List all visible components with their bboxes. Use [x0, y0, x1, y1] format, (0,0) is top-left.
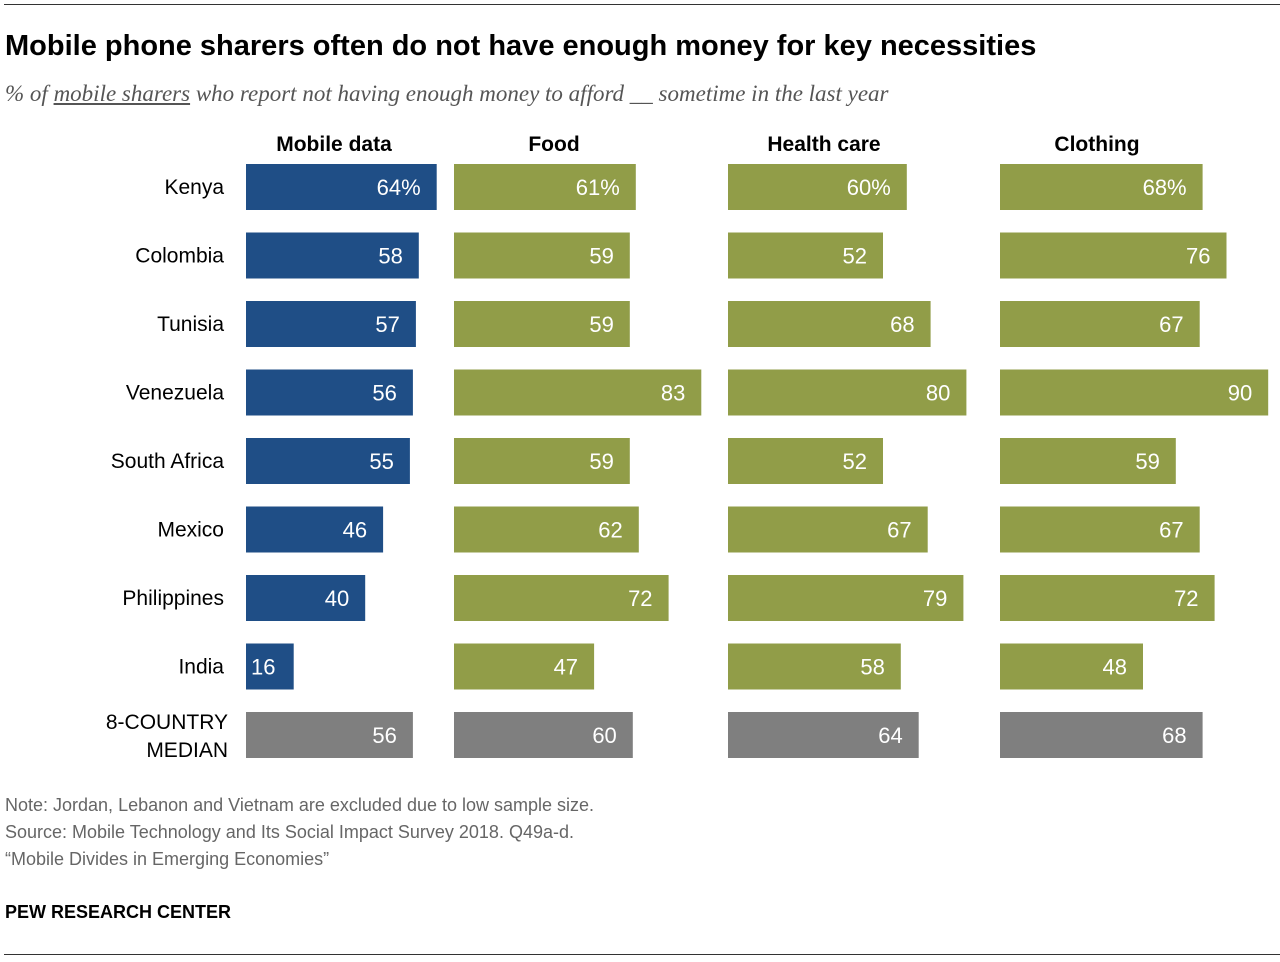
data-label: 52 [842, 449, 866, 474]
data-label: 68% [1143, 175, 1187, 200]
bar [728, 575, 964, 621]
series-header: Clothing [1054, 133, 1139, 156]
top-rule [4, 4, 1280, 5]
data-label: 56 [372, 381, 396, 406]
chart-subtitle: % of mobile sharers who report not havin… [5, 81, 889, 107]
series-header: Health care [767, 133, 880, 156]
data-label: 72 [1174, 586, 1198, 611]
bar [728, 643, 901, 690]
bar [1000, 575, 1215, 621]
bar [246, 232, 419, 279]
bar [1000, 438, 1176, 484]
series-header: Mobile data [276, 133, 392, 156]
subtitle-underlined: mobile sharers [53, 81, 191, 106]
bar [1000, 369, 1269, 416]
data-label: 56 [372, 723, 396, 748]
bar [454, 369, 702, 416]
data-label: 68 [1162, 723, 1186, 748]
bar [246, 712, 413, 758]
category-label: Tunisia [157, 313, 224, 336]
report-title-text: “Mobile Divides in Emerging Economies” [5, 849, 330, 869]
category-label: Colombia [135, 245, 224, 268]
data-label: 67 [1159, 518, 1183, 543]
data-label: 83 [661, 381, 685, 406]
bar [1000, 301, 1200, 347]
bar [454, 506, 639, 553]
data-label: 52 [842, 244, 866, 269]
subtitle-suffix: who report not having enough money to af… [190, 81, 889, 106]
bar [1000, 164, 1203, 210]
bar [728, 369, 967, 416]
category-label: Venezuela [126, 382, 224, 405]
bar [454, 438, 630, 484]
bar [454, 712, 633, 758]
data-label: 46 [343, 518, 367, 543]
data-label: 47 [554, 655, 578, 680]
data-label: 60 [592, 723, 616, 748]
data-label: 62 [598, 518, 622, 543]
chart-title: Mobile phone sharers often do not have e… [5, 30, 1037, 62]
category-label: South Africa [111, 450, 225, 473]
bar [454, 301, 630, 347]
bar [1000, 506, 1200, 553]
bar [454, 643, 595, 690]
data-label: 67 [887, 518, 911, 543]
bar [728, 164, 907, 210]
bar [454, 164, 636, 210]
data-label: 57 [375, 312, 399, 337]
bar [728, 301, 931, 347]
bar-chart: Mobile data Food Health care Clothing Kenya C… [106, 133, 1269, 762]
data-label: 58 [860, 655, 884, 680]
bar [1000, 643, 1143, 690]
data-label: 67 [1159, 312, 1183, 337]
category-label: Kenya [164, 176, 224, 199]
data-label: 40 [325, 586, 349, 611]
bar [454, 232, 630, 279]
bottom-rule [4, 954, 1280, 955]
data-label: 72 [628, 586, 652, 611]
bar [246, 506, 384, 553]
data-label: 59 [1135, 449, 1159, 474]
bar [728, 712, 919, 758]
data-label: 58 [378, 244, 402, 269]
bar [246, 164, 437, 210]
bar [1000, 232, 1227, 279]
data-label: 68 [890, 312, 914, 337]
category-label: India [178, 656, 224, 679]
bar [246, 301, 416, 347]
data-label: 76 [1186, 244, 1210, 269]
bar [246, 575, 366, 621]
subtitle-prefix: % of [5, 81, 54, 106]
data-label: 80 [926, 381, 950, 406]
category-label: Mexico [157, 519, 224, 542]
bar [246, 369, 413, 416]
source-text: Source: Mobile Technology and Its Social… [5, 822, 574, 842]
note-text: Note: Jordan, Lebanon and Vietnam are ex… [5, 795, 595, 815]
data-label: 59 [589, 312, 613, 337]
bar [246, 643, 294, 690]
series-header: Food [528, 133, 579, 156]
data-label: 59 [589, 449, 613, 474]
data-label: 55 [369, 449, 393, 474]
category-label: MEDIAN [146, 739, 228, 762]
category-label: Philippines [122, 587, 224, 610]
pew-logo-text: PEW RESEARCH CENTER [5, 902, 232, 922]
data-label: 59 [589, 244, 613, 269]
data-label: 48 [1103, 655, 1127, 680]
data-label: 64% [377, 175, 421, 200]
category-label: 8-COUNTRY [106, 711, 228, 734]
data-label: 90 [1228, 381, 1252, 406]
data-label: 79 [923, 586, 947, 611]
bar [728, 506, 928, 553]
bar [1000, 712, 1203, 758]
bar [454, 575, 669, 621]
bar [728, 232, 883, 279]
data-label: 16 [251, 655, 275, 680]
data-label: 64 [878, 723, 902, 748]
data-label: 60% [847, 175, 891, 200]
data-label: 61% [576, 175, 620, 200]
bar [246, 438, 410, 484]
bar [728, 438, 883, 484]
